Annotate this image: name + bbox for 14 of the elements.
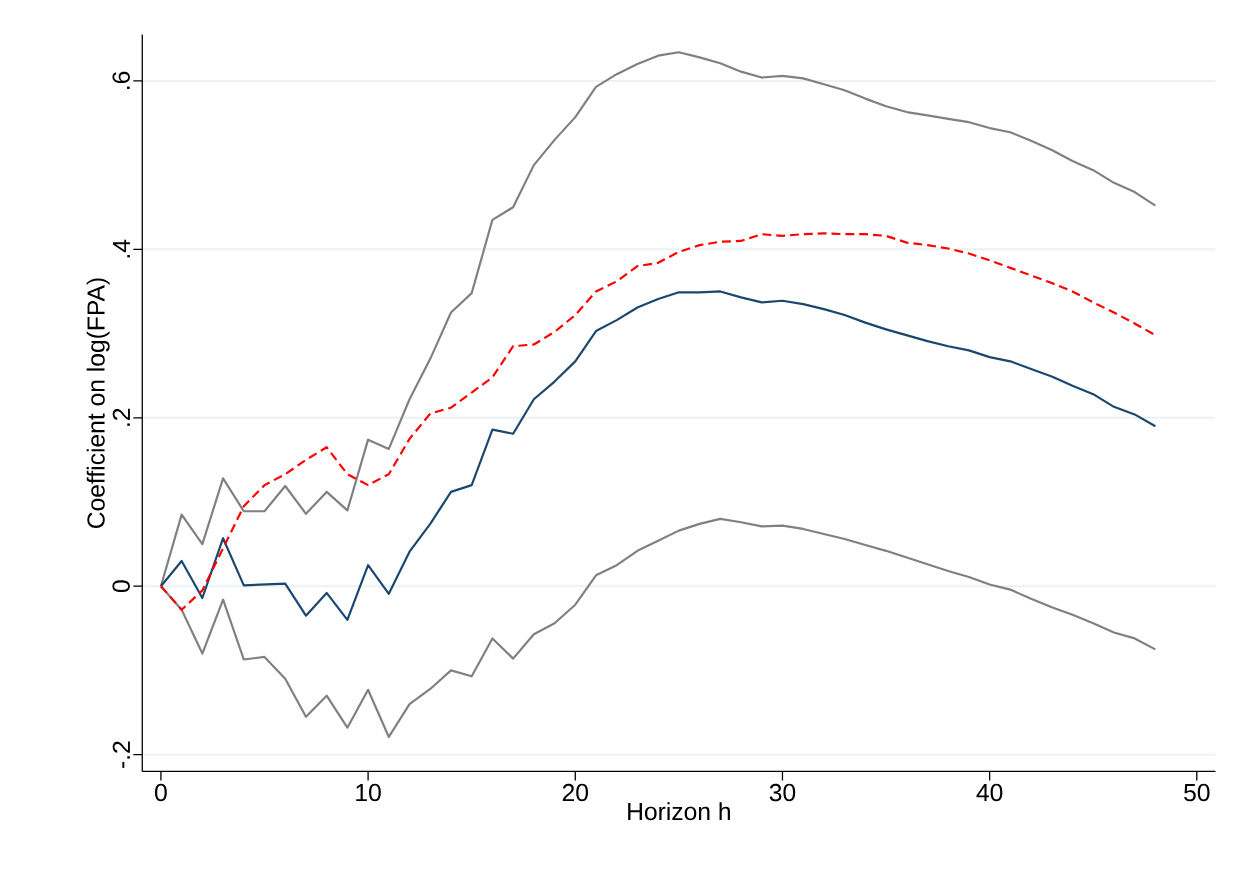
x-tick-label: 10	[356, 783, 381, 802]
x-tick-label: 40	[976, 783, 1003, 802]
x-tick-label: 30	[769, 783, 796, 802]
x-tick-label: 50	[1184, 783, 1210, 802]
x-tick-label: 0	[155, 783, 167, 802]
x-tick-label: 20	[562, 783, 588, 802]
y-axis-title: Coefficient on log(FPA)	[86, 278, 110, 528]
y-tick-label: .6	[112, 71, 130, 89]
line-series	[159, 232, 1157, 611]
y-tick-label: -.2	[112, 741, 130, 768]
y-tick-label: 0	[112, 580, 130, 592]
y-tick-label: .4	[112, 239, 130, 258]
x-axis-title: Horizon h	[628, 802, 730, 821]
y-tick-label: .2	[112, 408, 130, 426]
